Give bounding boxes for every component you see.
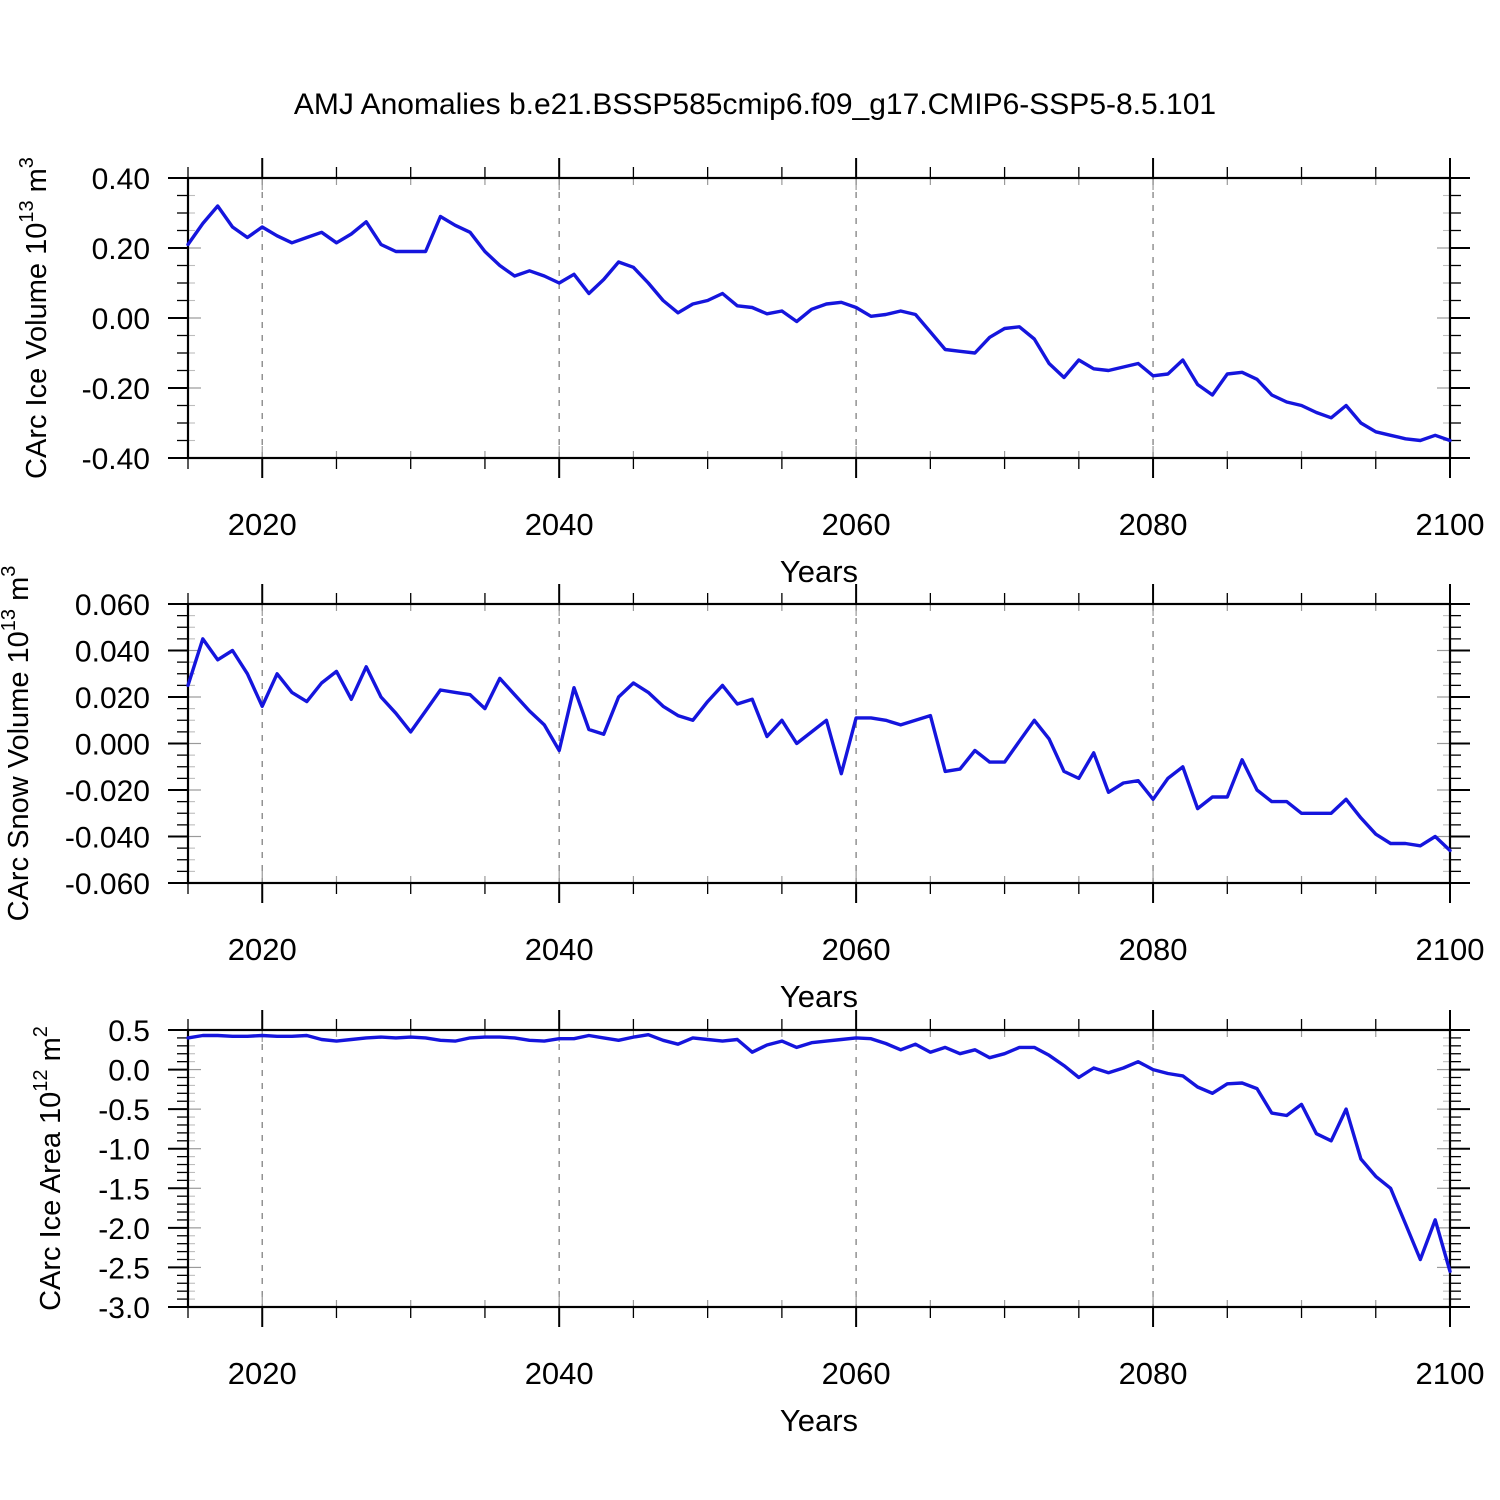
plot-carc-ice-volume: 0.40 0.20 0.00 -0.20 -0.40 2020 2040 2060 2080 21… [16,157,1484,589]
x-axis-title: Years [780,979,858,1014]
y-tick-label: -0.40 [82,443,150,476]
y-tick-label: 0.00 [92,303,150,336]
x-tick-label: 2040 [525,507,594,542]
y-axis-title: CArc Ice Area 1012 m2 [30,1026,67,1311]
x-tick-label: 2020 [228,1356,297,1391]
x-tick-label: 2040 [525,932,594,967]
x-tick-label: 2080 [1119,932,1188,967]
y-tick-label: -2.0 [98,1213,150,1246]
x-tick-label: 2100 [1416,507,1485,542]
x-axis-title: Years [780,554,858,589]
plot-frame [186,1028,1452,1309]
y-tick-label: 0.060 [75,589,150,622]
x-tick-label: 2100 [1416,932,1485,967]
y-tick-label: -0.040 [65,822,150,855]
y-tick-label: 0.5 [108,1015,150,1048]
x-tick-label: 2080 [1119,1356,1188,1391]
y-tick-label: 0.040 [75,636,150,669]
plot-carc-snow-volume: 0.060 0.040 0.020 0.000 -0.020 -0.040 -0.060 20… [0,566,1484,1014]
y-tick-label: 0.000 [75,729,150,762]
y-axis-title: CArc Snow Volume 1013 m3 [0,566,35,922]
plot-frame [186,176,1452,460]
x-tick-label: 2080 [1119,507,1188,542]
y-tick-label: -0.20 [82,373,150,406]
y-tick-label: 0.020 [75,682,150,715]
series-carc-ice-area [186,1032,1452,1274]
series-carc-snow-volume [186,637,1452,853]
x-axis-title: Years [780,1403,858,1438]
x-tick-label: 2100 [1416,1356,1485,1391]
y-tick-label: -3.0 [98,1292,150,1325]
x-tick-label: 2020 [228,932,297,967]
y-tick-label: -0.020 [65,775,150,808]
plot-carc-ice-area: 0.5 0.0 -0.5 -1.0 -1.5 -2.0 -2.5 -3.0 2020 2040 20… [30,1010,1484,1438]
y-tick-label: -1.5 [98,1173,150,1206]
plot-frame [186,602,1452,885]
x-tick-label: 2040 [525,1356,594,1391]
chart-title: AMJ Anomalies b.e21.BSSP585cmip6.f09_g17… [293,88,1217,121]
x-tick-label: 2060 [822,1356,891,1391]
x-tick-label: 2060 [822,932,891,967]
y-tick-label: 0.40 [92,163,150,196]
y-tick-label: 0.20 [92,233,150,266]
y-tick-label: -0.060 [65,868,150,901]
y-tick-label: -1.0 [98,1134,150,1167]
y-tick-label: 0.0 [108,1055,150,1088]
series-carc-ice-volume [186,204,1452,443]
y-axis-title: CArc Ice Volume 1013 m3 [16,157,53,479]
y-tick-label: -2.5 [98,1252,150,1285]
x-tick-label: 2020 [228,507,297,542]
x-tick-label: 2060 [822,507,891,542]
y-tick-label: -0.5 [98,1094,150,1127]
